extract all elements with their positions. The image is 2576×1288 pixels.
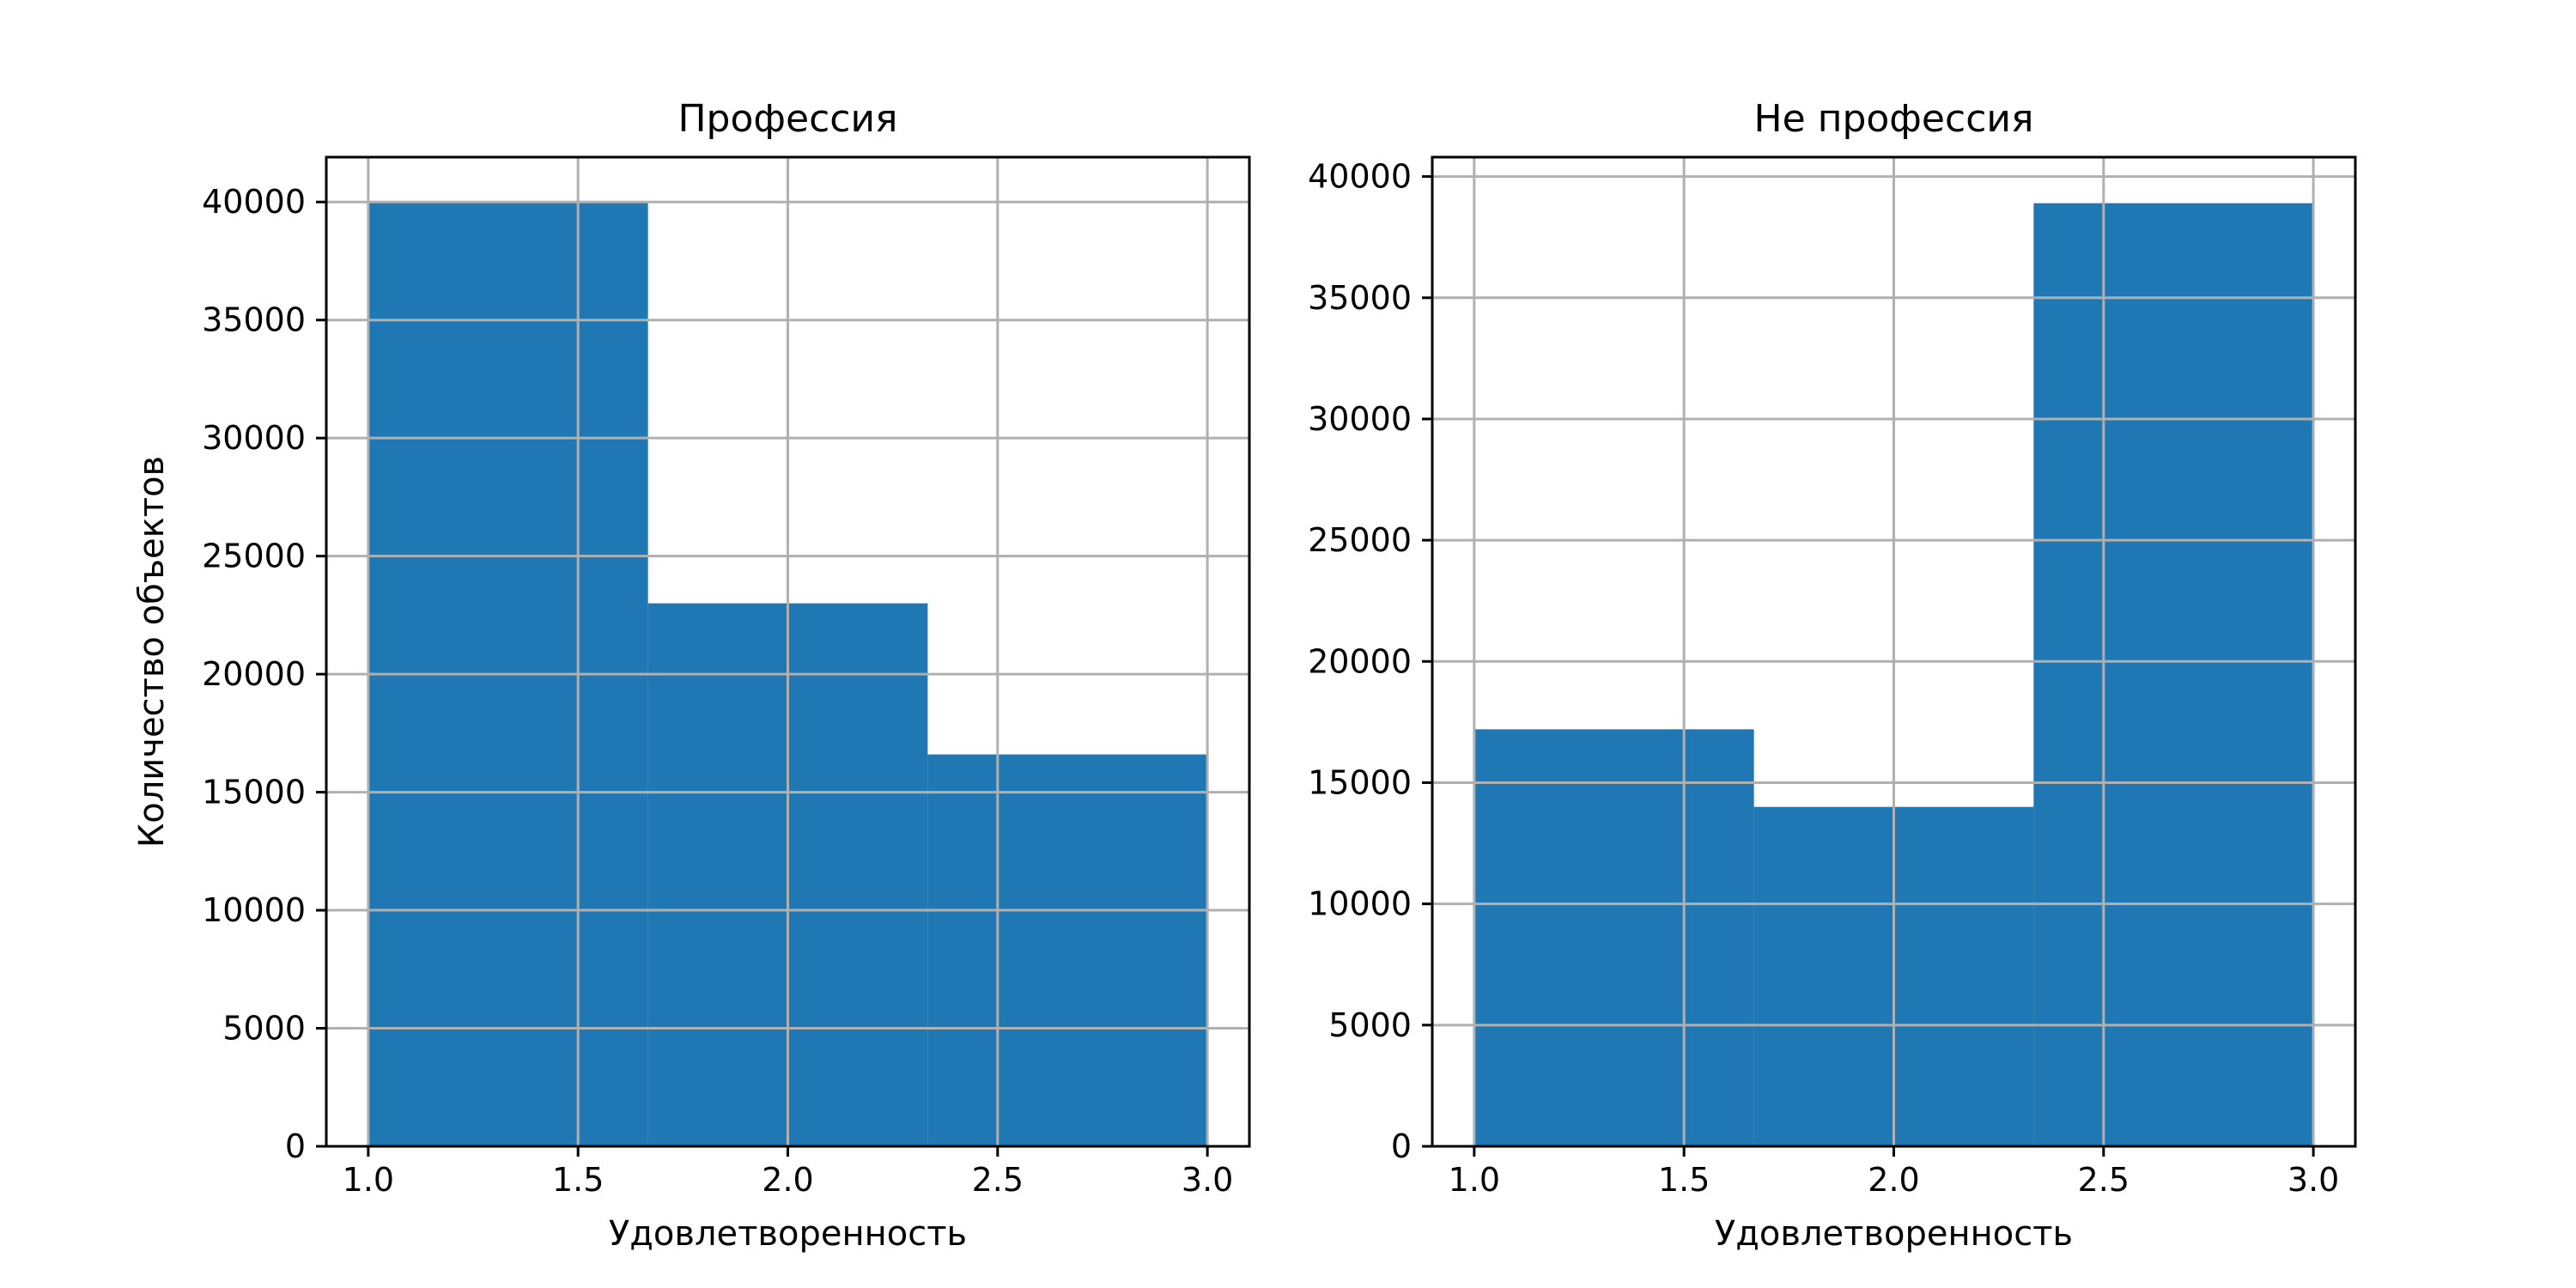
y-axis-ticks: 0 5000 10000 15000 20000 25000 30000 35000 40000 bbox=[1308, 158, 1432, 1165]
y-tick-label: 30000 bbox=[1308, 400, 1412, 438]
histogram-bar bbox=[1473, 729, 1754, 1146]
y-tick-label: 40000 bbox=[1308, 158, 1412, 196]
x-axis-label: Удовлетворенность bbox=[1715, 1214, 2073, 1254]
x-tick-label: 1.0 bbox=[1449, 1161, 1500, 1199]
y-tick-label: 0 bbox=[285, 1127, 306, 1165]
x-tick-label: 3.0 bbox=[1182, 1161, 1233, 1199]
y-tick-label: 30000 bbox=[202, 419, 306, 457]
y-tick-label: 25000 bbox=[202, 538, 306, 575]
x-axis-label: Удовлетворенность bbox=[609, 1214, 967, 1254]
x-tick-label: 2.5 bbox=[972, 1161, 1024, 1199]
x-tick-label: 1.0 bbox=[343, 1161, 394, 1199]
bars bbox=[1473, 203, 2314, 1146]
y-tick-label: 15000 bbox=[1308, 763, 1412, 801]
y-axis-label: Количество объектов bbox=[132, 456, 172, 848]
y-tick-label: 5000 bbox=[1328, 1006, 1412, 1044]
histogram-panel-profession: 1.0 1.5 2.0 2.5 3.0 0 5000 10000 15000 20000 2500… bbox=[132, 97, 1251, 1254]
y-tick-label: 5000 bbox=[222, 1010, 306, 1048]
y-axis-ticks: 0 5000 10000 15000 20000 25000 30000 35000 40000 bbox=[202, 183, 326, 1165]
histogram-bar bbox=[927, 754, 1208, 1146]
histogram-bar bbox=[2033, 203, 2314, 1146]
x-tick-label: 2.0 bbox=[762, 1161, 813, 1199]
y-tick-label: 15000 bbox=[202, 774, 306, 811]
chart-title: Не профессия bbox=[1754, 97, 2034, 141]
y-tick-label: 20000 bbox=[1308, 642, 1412, 680]
y-tick-label: 35000 bbox=[1308, 279, 1412, 317]
histogram-panel-not-profession: 1.0 1.5 2.0 2.5 3.0 0 5000 10000 15000 20000 2500… bbox=[1308, 97, 2357, 1254]
x-tick-label: 1.5 bbox=[1658, 1161, 1710, 1199]
y-tick-label: 35000 bbox=[202, 301, 306, 339]
x-tick-label: 2.0 bbox=[1868, 1161, 1919, 1199]
x-tick-label: 2.5 bbox=[2078, 1161, 2129, 1199]
y-tick-label: 0 bbox=[1391, 1127, 1412, 1165]
y-tick-label: 25000 bbox=[1308, 521, 1412, 559]
chart-title: Профессия bbox=[677, 97, 897, 141]
y-tick-label: 20000 bbox=[202, 655, 306, 693]
y-tick-label: 10000 bbox=[202, 891, 306, 929]
x-tick-label: 1.5 bbox=[552, 1161, 604, 1199]
x-axis-ticks: 1.0 1.5 2.0 2.5 3.0 bbox=[1449, 1146, 2339, 1199]
x-axis-ticks: 1.0 1.5 2.0 2.5 3.0 bbox=[343, 1146, 1233, 1199]
x-tick-label: 3.0 bbox=[2287, 1161, 2339, 1199]
grid-lines bbox=[1432, 157, 2355, 1148]
y-tick-label: 40000 bbox=[202, 183, 306, 221]
y-tick-label: 10000 bbox=[1308, 885, 1412, 923]
